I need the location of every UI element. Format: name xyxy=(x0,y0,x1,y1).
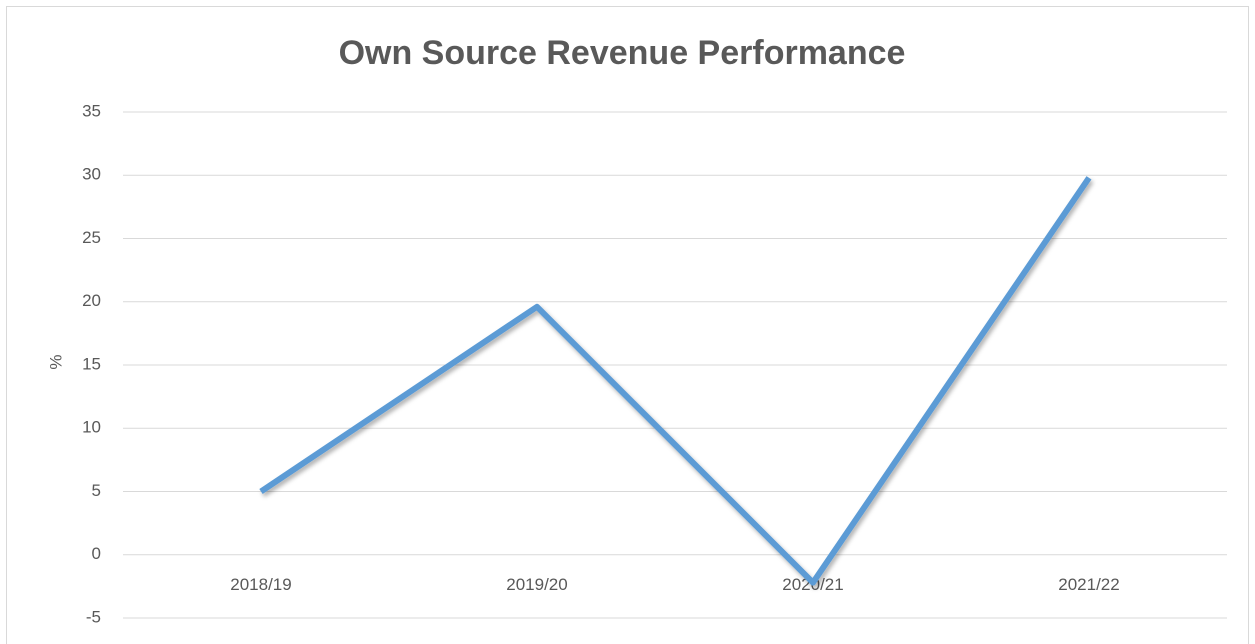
data-line xyxy=(259,176,1092,586)
y-tick-label: 15 xyxy=(82,354,101,373)
y-tick-label: 10 xyxy=(82,418,101,437)
x-tick-label: 2018/19 xyxy=(230,575,291,594)
y-tick-label: 30 xyxy=(82,165,101,184)
y-tick-label: -5 xyxy=(86,607,101,626)
x-tick-label: 2021/22 xyxy=(1058,575,1119,594)
chart-border xyxy=(6,6,1249,644)
y-tick-label: 35 xyxy=(82,101,101,120)
y-tick-label: 0 xyxy=(92,544,101,563)
chart-title: Own Source Revenue Performance xyxy=(339,34,906,72)
y-tick-label: 25 xyxy=(82,228,101,247)
y-axis-label: % xyxy=(46,354,65,369)
y-tick-label: 5 xyxy=(92,481,101,500)
y-tick-label: 20 xyxy=(82,291,101,310)
x-tick-label: 2019/20 xyxy=(506,575,567,594)
